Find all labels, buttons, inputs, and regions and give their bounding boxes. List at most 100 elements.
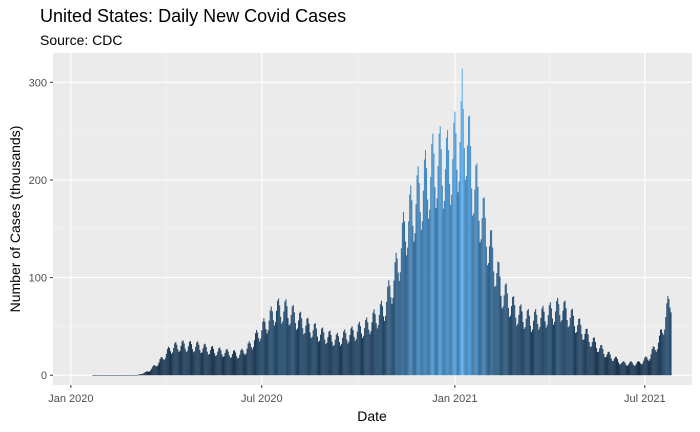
x-tick-label: Jan 2021 xyxy=(432,393,477,405)
bar xyxy=(98,375,100,376)
bar xyxy=(479,242,481,376)
bar xyxy=(454,111,456,376)
bar xyxy=(155,366,157,376)
bar xyxy=(394,262,396,376)
bar xyxy=(472,215,474,376)
bar xyxy=(139,374,141,376)
bar xyxy=(473,213,475,376)
bar xyxy=(96,375,98,376)
bar xyxy=(375,323,377,376)
bar xyxy=(362,338,364,376)
bar xyxy=(492,247,494,376)
bar xyxy=(542,305,544,376)
bar xyxy=(490,230,492,376)
bar xyxy=(368,329,370,376)
bar xyxy=(251,349,253,376)
bar xyxy=(181,341,183,376)
bar xyxy=(351,326,353,376)
bar xyxy=(229,357,231,376)
bar xyxy=(310,338,312,376)
bar xyxy=(523,328,525,376)
bar xyxy=(124,375,126,376)
bar xyxy=(165,353,167,376)
bar xyxy=(277,300,279,376)
bar xyxy=(271,311,273,376)
bar xyxy=(383,316,385,376)
bar xyxy=(215,356,217,376)
bar xyxy=(331,341,333,376)
bar xyxy=(190,344,193,376)
bar xyxy=(286,306,288,376)
bar xyxy=(399,272,401,376)
bar xyxy=(449,183,451,376)
bar xyxy=(445,137,447,376)
bar xyxy=(258,338,260,376)
bar xyxy=(478,220,480,376)
bar xyxy=(182,340,184,376)
bar xyxy=(451,194,453,376)
bar xyxy=(226,348,228,376)
bar xyxy=(192,349,194,376)
bar xyxy=(474,189,476,376)
bar xyxy=(207,354,209,376)
bar xyxy=(206,351,208,376)
bar xyxy=(650,354,652,376)
bar xyxy=(93,375,95,376)
bar xyxy=(156,366,158,376)
bar xyxy=(287,318,289,376)
bar xyxy=(237,358,239,376)
bar xyxy=(249,343,251,376)
bar xyxy=(545,327,547,376)
bar xyxy=(528,315,530,376)
bar xyxy=(397,272,399,376)
bar xyxy=(372,312,374,376)
bar xyxy=(615,356,617,376)
bar xyxy=(633,365,635,376)
bar xyxy=(113,375,115,376)
bar xyxy=(414,233,416,376)
bar xyxy=(495,285,497,376)
bar xyxy=(179,350,181,376)
bar xyxy=(265,329,267,376)
bar xyxy=(622,361,624,376)
bar xyxy=(442,208,444,376)
bar xyxy=(389,285,391,376)
bar xyxy=(374,314,376,376)
bar xyxy=(670,312,672,376)
bar xyxy=(116,375,118,376)
bar xyxy=(511,306,513,376)
bar xyxy=(569,317,571,376)
bar xyxy=(644,357,646,376)
bar xyxy=(402,211,404,376)
bar xyxy=(303,334,305,376)
bar xyxy=(309,332,311,376)
bar xyxy=(274,322,276,376)
bar xyxy=(126,375,129,376)
bar xyxy=(524,327,526,376)
bar xyxy=(619,364,621,376)
bar xyxy=(548,305,550,376)
bar xyxy=(436,198,438,376)
bar xyxy=(589,346,591,376)
bar xyxy=(202,348,204,376)
bar xyxy=(529,325,531,376)
bar xyxy=(204,343,206,376)
bar xyxy=(634,365,636,376)
bar xyxy=(209,350,211,376)
bar xyxy=(661,329,663,376)
bar xyxy=(541,308,543,376)
bar xyxy=(575,333,577,376)
bar xyxy=(507,307,509,376)
bar xyxy=(120,375,122,376)
bar xyxy=(324,339,326,376)
bar xyxy=(129,375,131,376)
bar xyxy=(509,315,511,376)
bar xyxy=(611,360,613,376)
bar xyxy=(423,159,425,376)
bar xyxy=(627,365,629,376)
bar xyxy=(643,360,645,376)
bar xyxy=(505,283,507,376)
bar xyxy=(292,305,294,376)
bar xyxy=(146,371,148,376)
bar xyxy=(358,321,360,376)
